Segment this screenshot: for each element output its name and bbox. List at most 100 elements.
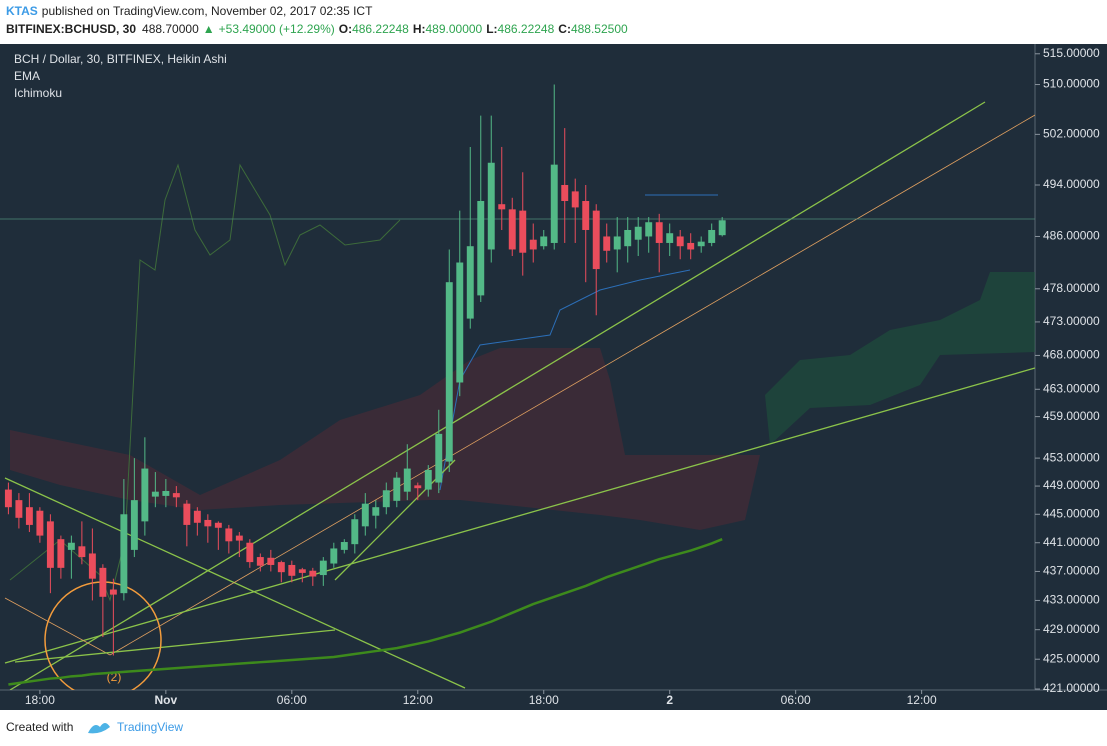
- footer-brand[interactable]: TradingView: [117, 720, 183, 734]
- trend-line: [4, 367, 1035, 664]
- candle-body: [340, 542, 348, 550]
- y-tick-label: 459.00000: [1043, 409, 1100, 423]
- candle-body: [109, 589, 117, 595]
- candle-body: [183, 503, 191, 525]
- logo: [88, 723, 110, 734]
- footer-text: Created with: [6, 720, 73, 734]
- candle-body: [67, 542, 75, 550]
- y-tick-label: 437.00000: [1043, 564, 1100, 578]
- header-line-1: KTAS published on TradingView.com, Novemb…: [6, 4, 373, 18]
- x-tick-label: 2: [666, 693, 673, 707]
- legend-entry: BCH / Dollar, 30, BITFINEX, Heikin Ashi: [14, 52, 227, 66]
- candle-body: [550, 164, 558, 243]
- ema-line: [8, 538, 723, 686]
- candle-body: [540, 236, 548, 247]
- candle-body: [256, 557, 264, 566]
- candle-body: [456, 262, 464, 383]
- candle-body: [687, 242, 695, 250]
- candle-body: [382, 490, 390, 508]
- plot: (2) BCH / Dollar, 30, BITFINEX, Heikin A…: [0, 52, 1035, 690]
- candle-body: [372, 507, 380, 516]
- candle-body: [571, 191, 579, 208]
- y-tick-label: 445.00000: [1043, 506, 1100, 520]
- y-tick-label: 421.00000: [1043, 681, 1100, 695]
- candle-body: [666, 233, 674, 243]
- x-tick-label: 06:00: [781, 693, 811, 707]
- candle-body: [309, 570, 317, 577]
- candle-body: [225, 528, 233, 542]
- ichimoku-cloud: [765, 272, 1035, 445]
- ohlc-value: 489.00000: [425, 22, 482, 36]
- trend-line: [334, 459, 456, 581]
- y-tick-label: 478.00000: [1043, 281, 1100, 295]
- candle-body: [414, 485, 422, 489]
- candle-body: [120, 514, 128, 594]
- candle-body: [487, 162, 495, 250]
- candle-body: [582, 200, 590, 230]
- candle-body: [603, 236, 611, 251]
- x-tick-label: 12:00: [907, 693, 937, 707]
- candle-body: [288, 564, 296, 576]
- candle-body: [529, 239, 537, 250]
- candle-body: [235, 535, 243, 541]
- candle-body: [708, 229, 716, 243]
- symbol: BITFINEX:BCHUSD, 30: [6, 22, 136, 36]
- y-tick-label: 425.00000: [1043, 651, 1100, 665]
- candle-body: [351, 519, 359, 545]
- header-line-2: BITFINEX:BCHUSD, 30 488.70000 ▲ +53.49000 (…: [6, 22, 628, 36]
- y-tick-label: 453.00000: [1043, 450, 1100, 464]
- candle-body: [151, 491, 159, 497]
- header-bg: [0, 0, 1107, 44]
- y-tick-label: 502.00000: [1043, 127, 1100, 141]
- candle-body: [624, 229, 632, 247]
- candle-body: [561, 185, 569, 201]
- arrow: ▲: [203, 22, 215, 36]
- x-tick-label: Nov: [155, 693, 178, 707]
- y-tick-label: 473.00000: [1043, 314, 1100, 328]
- trend-line: [4, 597, 111, 656]
- candle-body: [246, 542, 254, 563]
- candle-body: [267, 557, 275, 565]
- candle-body: [88, 553, 96, 579]
- candle-body: [36, 510, 44, 536]
- ohlc-key: O:: [339, 22, 352, 36]
- candle-body: [477, 200, 485, 296]
- y-tick-label: 441.00000: [1043, 535, 1100, 549]
- x-tick-label: 18:00: [529, 693, 559, 707]
- y-tick-label: 510.00000: [1043, 77, 1100, 91]
- x-tick-label: 18:00: [25, 693, 55, 707]
- candle-body: [645, 222, 653, 237]
- last: 488.70000: [142, 22, 199, 36]
- trend-line: [14, 629, 336, 663]
- candle-body: [655, 222, 663, 243]
- candle-body: [393, 477, 401, 501]
- candle-body: [435, 433, 443, 483]
- candle-body: [718, 220, 726, 236]
- candle-body: [508, 209, 516, 250]
- footer-bg: [0, 710, 1107, 746]
- y-tick-label: 463.00000: [1043, 381, 1100, 395]
- candle-body: [424, 469, 432, 490]
- ichimoku-cloud: [10, 348, 760, 530]
- candle-body: [697, 241, 705, 247]
- candle-body: [162, 490, 170, 496]
- y-tick-label: 486.00000: [1043, 229, 1100, 243]
- candle-body: [78, 546, 86, 558]
- candle-body: [361, 503, 369, 527]
- candle-body: [172, 493, 180, 498]
- candle-body: [676, 236, 684, 247]
- candle-body: [99, 567, 107, 597]
- ohlc-key: H:: [413, 22, 426, 36]
- author[interactable]: KTAS: [6, 4, 38, 18]
- candle-body: [330, 548, 338, 564]
- change: +53.49000 (+12.29%): [219, 22, 335, 36]
- candle-body: [592, 210, 600, 270]
- candle-body: [141, 468, 149, 522]
- axes: 421.00000 425.00000 429.00000 433.00000 437.…: [25, 46, 1100, 707]
- candle-body: [613, 236, 621, 250]
- candle-body: [25, 507, 33, 525]
- candle-body: [634, 226, 642, 240]
- y-tick-label: 433.00000: [1043, 593, 1100, 607]
- ohlc-value: 486.22248: [352, 22, 409, 36]
